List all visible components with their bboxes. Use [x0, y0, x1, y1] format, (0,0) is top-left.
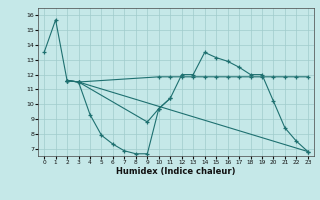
X-axis label: Humidex (Indice chaleur): Humidex (Indice chaleur): [116, 167, 236, 176]
